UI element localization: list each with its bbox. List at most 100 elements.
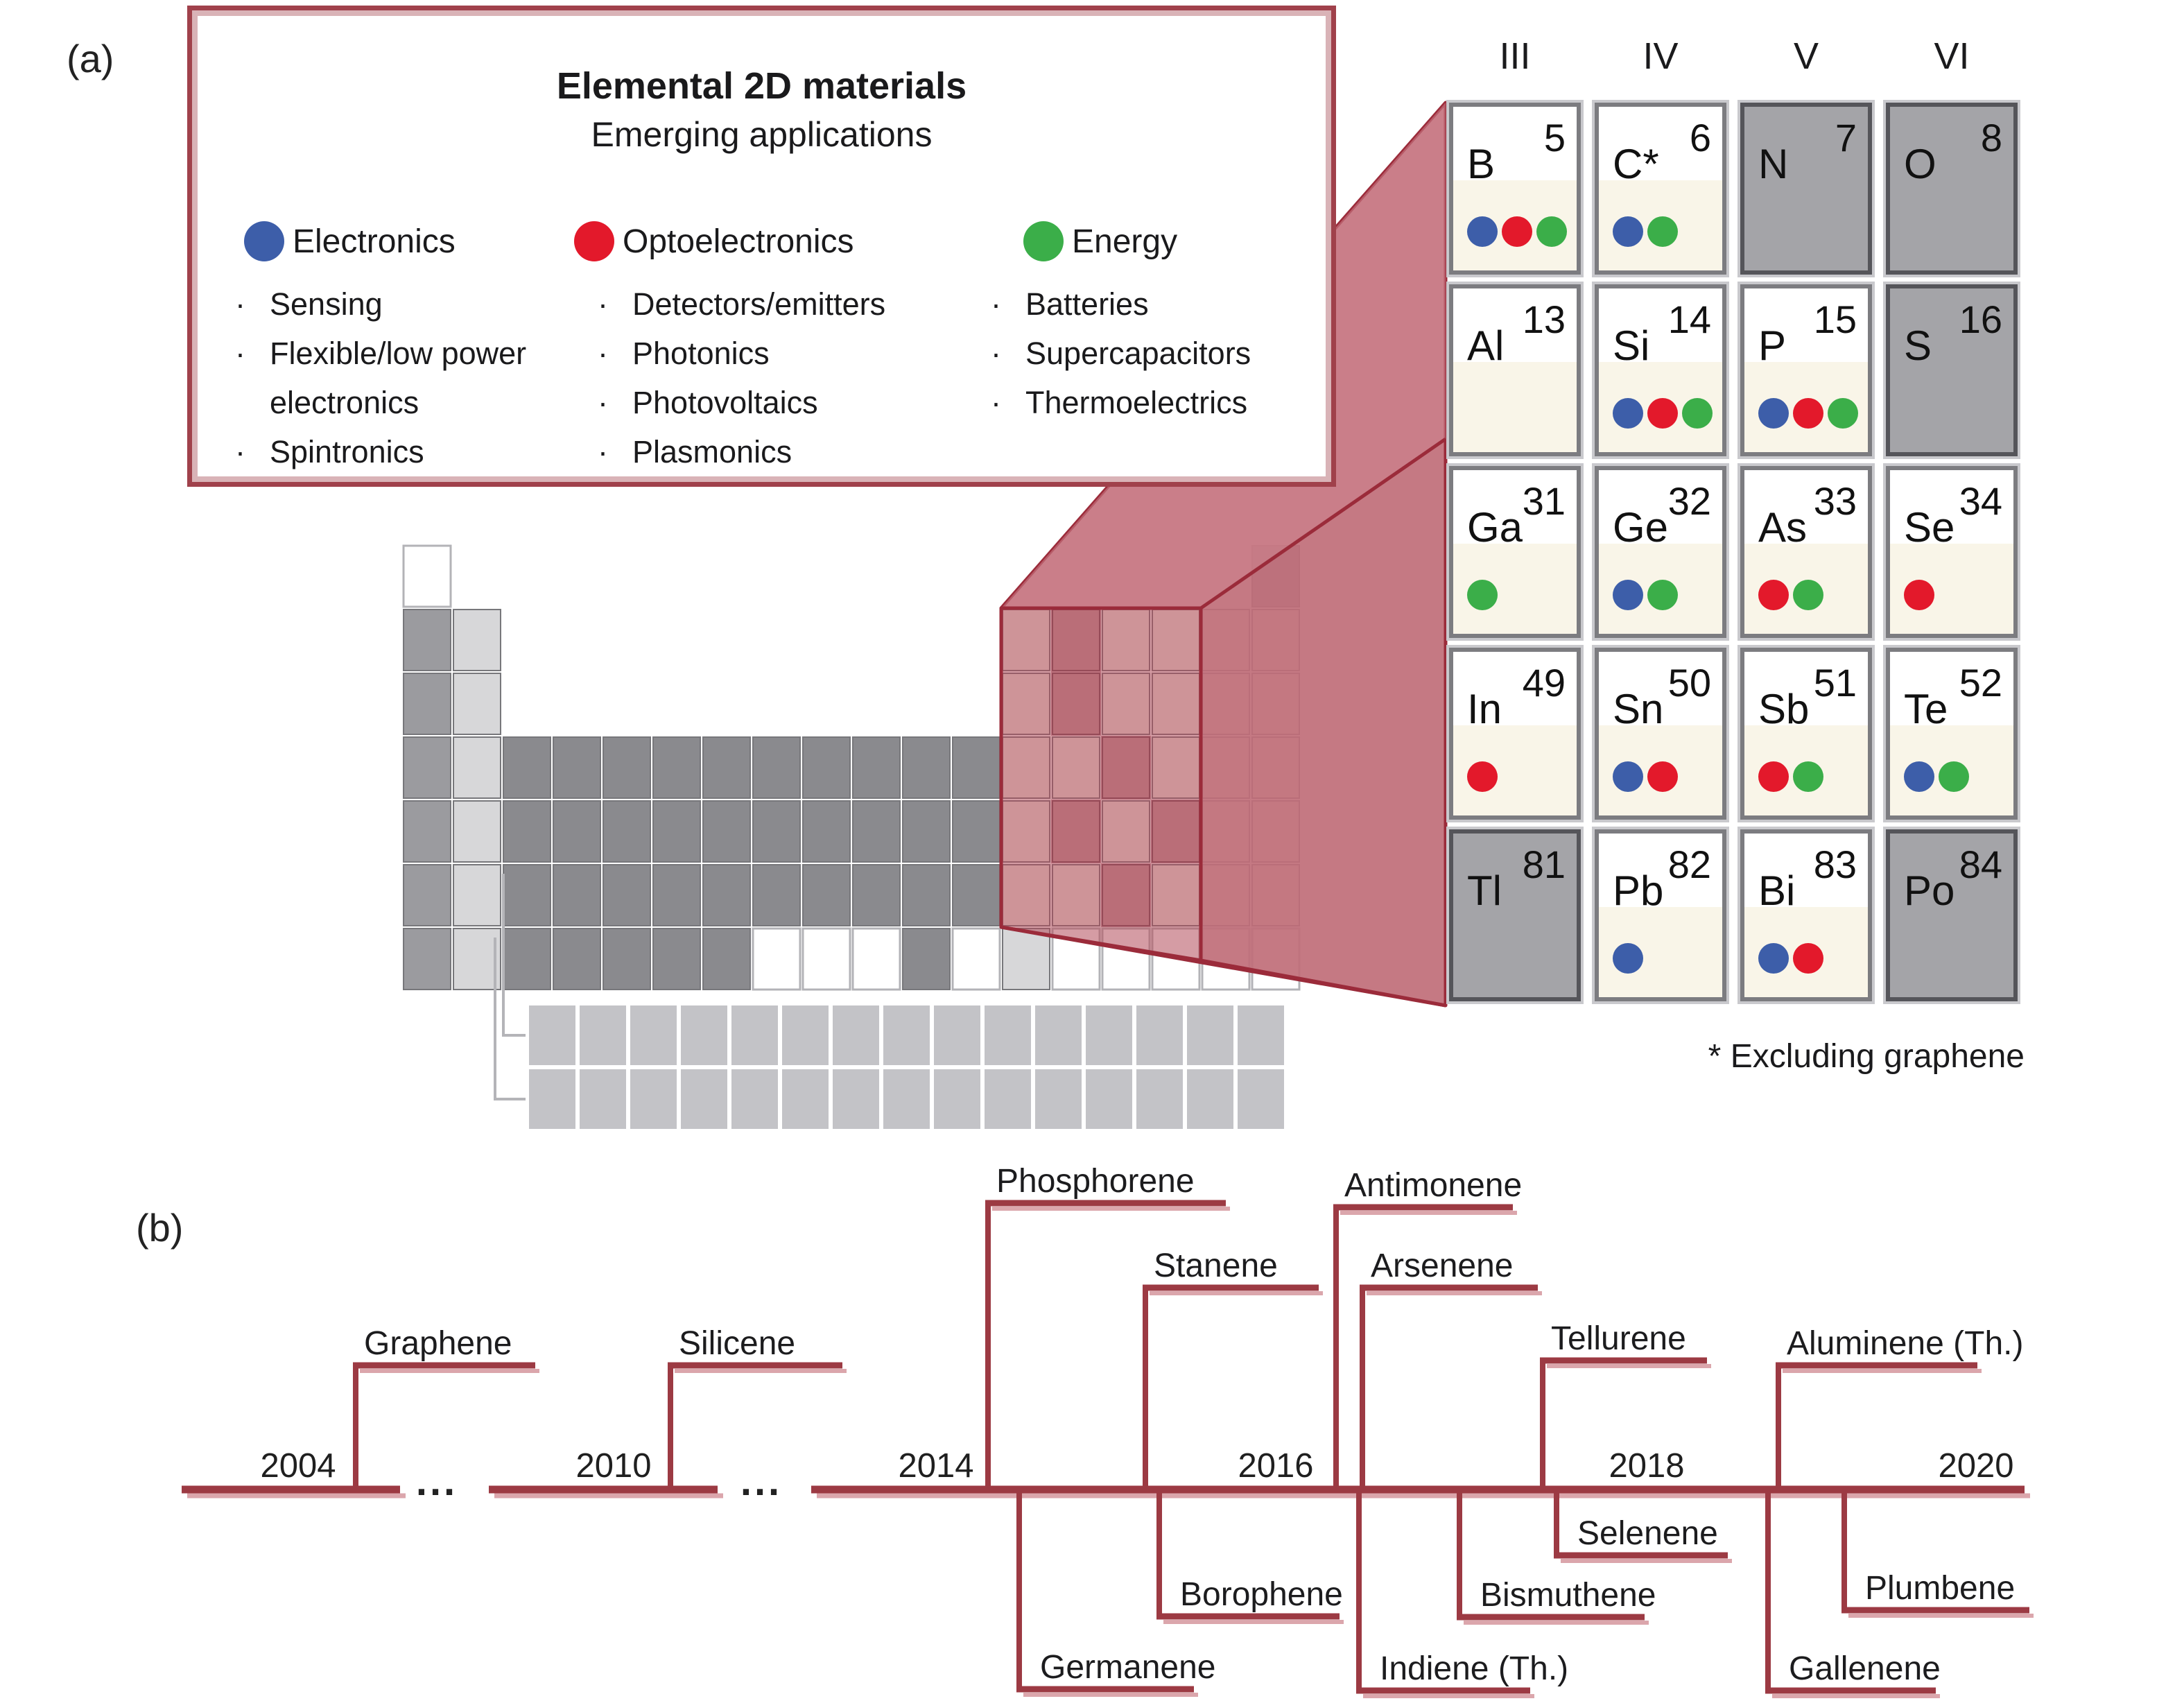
application-item-label: Thermoelectrics — [1025, 385, 1248, 420]
minimap-cell — [852, 800, 901, 863]
bullet-column-energy: · Batteries · Supercapacitors · Thermoelectri… — [991, 279, 1317, 427]
minimap-cell — [528, 1004, 577, 1067]
optoelectronics-dot — [1647, 761, 1678, 792]
minimap-cell — [702, 928, 751, 990]
highlight-frustum-back-face — [999, 606, 1203, 962]
element-symbol: Si — [1613, 322, 1650, 369]
electronics-dot — [1613, 761, 1643, 792]
element-cell-Sb: Sb 51 — [1740, 648, 1872, 820]
atomic-number: 8 — [1980, 116, 2002, 159]
application-item-label: Flexible/low power electronics — [270, 336, 527, 420]
minimap-cell — [902, 864, 951, 926]
atomic-number: 83 — [1813, 843, 1857, 886]
group-header-VI: VI — [1934, 35, 1970, 77]
minimap-cell — [453, 864, 501, 926]
minimap-cell — [831, 1068, 881, 1130]
atomic-number: 50 — [1667, 661, 1711, 705]
application-dots — [1904, 580, 1934, 610]
atomic-number: 6 — [1689, 116, 1711, 159]
cell-highlight-strip — [1599, 834, 1722, 908]
element-symbol: Al — [1467, 322, 1505, 369]
element-cell-C: C* 6 — [1595, 103, 1726, 275]
panel-a-label: (a) — [67, 37, 114, 80]
highlight-selected-cell — [1101, 736, 1151, 800]
element-symbol: N — [1758, 141, 1789, 187]
minimap-cell — [1135, 1004, 1184, 1067]
energy-dot — [1939, 761, 1969, 792]
cell-highlight-strip — [1599, 470, 1722, 544]
minimap-cell — [403, 609, 451, 671]
minimap-cell — [852, 864, 901, 926]
application-item: · Photovoltaics — [598, 378, 976, 427]
minimap-cell — [902, 928, 951, 990]
element-cell-Al: Al 13 — [1449, 284, 1581, 456]
minimap-cell — [403, 736, 451, 799]
application-dots — [1758, 943, 1823, 974]
material-label: Selenene — [1577, 1515, 1718, 1552]
panel-b-label: (b) — [136, 1206, 184, 1250]
minimap-cell — [752, 864, 801, 926]
material-label: Aluminene (Th.) — [1787, 1325, 2023, 1362]
minimap-cell — [933, 1004, 982, 1067]
minimap-cell — [882, 1004, 931, 1067]
application-dots — [1467, 580, 1498, 610]
minimap-cell — [403, 800, 451, 863]
highlight-selected-cell — [1051, 672, 1101, 736]
material-label: Germanene — [1040, 1649, 1215, 1686]
element-cell-Ga: Ga 31 — [1449, 466, 1581, 638]
element-symbol: Te — [1904, 686, 1948, 732]
bullet-icon: · — [235, 434, 245, 469]
application-item-label: Photovoltaics — [632, 385, 818, 420]
minimap-cell — [852, 736, 901, 799]
application-dots — [1613, 216, 1678, 247]
element-symbol: P — [1758, 322, 1787, 369]
application-item: · Flexible/low power electronics — [235, 329, 585, 427]
minimap-cell — [553, 736, 601, 799]
application-item-label: Plasmonics — [632, 434, 792, 469]
discovery-timeline: ... ... 2004 2010 2014 2016 2018 2020 Graphene Si… — [182, 1163, 2034, 1698]
minimap-cell — [553, 800, 601, 863]
element-symbol: O — [1904, 141, 1936, 187]
atomic-number: 7 — [1835, 116, 1857, 159]
element-symbol: Ge — [1613, 504, 1669, 551]
cell-highlight-strip — [1890, 652, 2013, 726]
minimap-cell — [403, 928, 451, 990]
minimap-cell — [503, 928, 551, 990]
minimap-cell — [1034, 1068, 1083, 1130]
atomic-number: 81 — [1522, 843, 1566, 886]
minimap-cell — [1084, 1004, 1134, 1067]
application-dots — [1613, 761, 1678, 792]
cell-highlight-strip — [1744, 652, 1868, 726]
minimap-cell — [578, 1068, 627, 1130]
cell-highlight-strip — [1453, 288, 1577, 363]
material-label: Plumbene — [1865, 1570, 2015, 1607]
highlight-selected-cell — [1101, 863, 1151, 927]
application-item: · Supercapacitors — [991, 329, 1317, 378]
group-header-IV: IV — [1643, 35, 1679, 77]
electronics-dot — [1613, 216, 1643, 247]
application-dots — [1467, 761, 1498, 792]
energy-dot — [1793, 580, 1823, 610]
minimap-cell — [679, 1068, 729, 1130]
minimap-cell — [1186, 1004, 1235, 1067]
material-label: Phosphorene — [996, 1163, 1195, 1200]
energy-dot — [1647, 580, 1678, 610]
minimap-cell — [902, 800, 951, 863]
minimap-cell — [553, 864, 601, 926]
minimap-cell — [503, 736, 551, 799]
element-cell-P: P 15 — [1740, 284, 1872, 456]
minimap-cell — [802, 864, 851, 926]
application-dots — [1467, 216, 1567, 247]
electronics-dot — [1613, 943, 1643, 974]
material-label: Antimonene — [1344, 1167, 1522, 1204]
energy-legend-dot — [1023, 221, 1064, 261]
material-label: Tellurene — [1551, 1320, 1686, 1357]
minimap-cell — [578, 1004, 627, 1067]
optoelectronics-dot — [1904, 580, 1934, 610]
minimap-cell — [752, 800, 801, 863]
legend-category-label: Electronics — [293, 223, 456, 260]
optoelectronics-legend-dot — [574, 221, 614, 261]
application-item: · Plasmonics — [598, 427, 976, 476]
